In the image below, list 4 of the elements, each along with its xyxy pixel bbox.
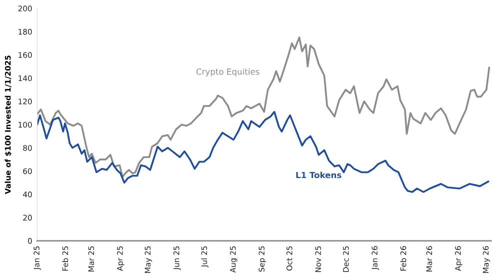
- line-series: [37, 36, 490, 178]
- series-label: L1 Tokens: [296, 172, 342, 178]
- series-label: Crypto Equities: [196, 68, 260, 76]
- line-series: [37, 110, 490, 193]
